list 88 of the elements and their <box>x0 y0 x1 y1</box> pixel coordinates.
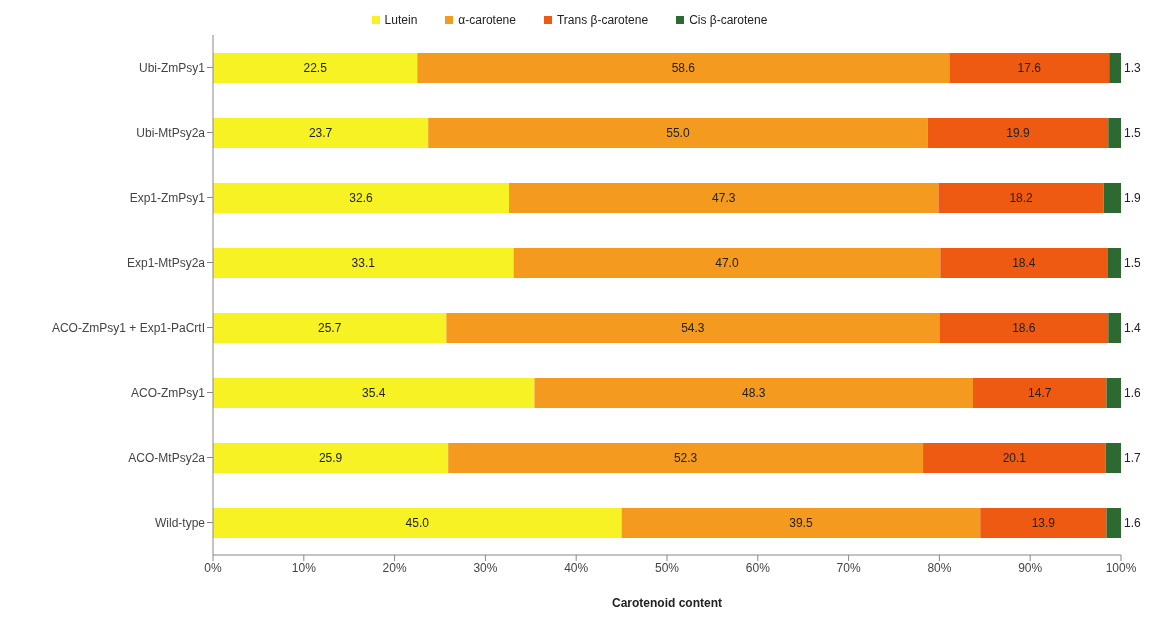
data-label: 22.5 <box>303 61 328 76</box>
bar <box>213 53 418 83</box>
data-label: 19.9 <box>1006 126 1030 141</box>
bar <box>973 378 1107 408</box>
data-label: 1.7 <box>1124 451 1142 466</box>
x-axis-title: Carotenoid content <box>612 596 722 610</box>
bar <box>446 313 940 343</box>
bar <box>1107 248 1121 278</box>
x-tick-label: 20% <box>382 560 407 575</box>
x-tick-label: 40% <box>564 560 589 575</box>
bar <box>938 183 1104 213</box>
data-label: 1.5 <box>1124 126 1142 141</box>
x-tick-label: 0% <box>204 560 222 575</box>
data-label: 13.9 <box>1031 516 1056 531</box>
data-label: 17.6 <box>1017 61 1042 76</box>
x-tick-label: 50% <box>654 560 680 575</box>
data-label: 1.5 <box>1124 256 1142 271</box>
data-label: 23.7 <box>308 126 333 141</box>
data-label: 14.7 <box>1028 386 1052 401</box>
bar <box>534 378 973 408</box>
data-label: 18.6 <box>1012 321 1036 336</box>
bar <box>213 248 514 278</box>
data-label: 47.3 <box>712 191 736 206</box>
bar <box>949 53 1110 83</box>
bar <box>980 508 1107 538</box>
bar <box>927 118 1109 148</box>
bar <box>417 53 950 83</box>
legend-label: Lutein <box>383 13 418 27</box>
y-tick-label: Ubi-ZmPsy1 <box>138 60 206 75</box>
data-label: 47.0 <box>715 256 739 271</box>
data-label: 32.6 <box>349 191 374 206</box>
bar <box>509 183 939 213</box>
data-label: 1.4 <box>1124 321 1142 336</box>
bar <box>448 443 924 473</box>
bar <box>940 248 1108 278</box>
data-label: 39.5 <box>789 516 813 531</box>
legend-label: Trans β-carotene <box>555 13 649 27</box>
bar <box>213 443 449 473</box>
data-label: 33.1 <box>351 256 376 271</box>
bar <box>1109 53 1121 83</box>
data-label: 54.3 <box>681 321 705 336</box>
x-tick-label: 60% <box>745 560 771 575</box>
data-label: 58.6 <box>671 61 696 76</box>
bar <box>213 508 622 538</box>
data-label: 55.0 <box>666 126 690 141</box>
data-label: 45.0 <box>405 516 430 531</box>
data-label: 18.2 <box>1009 191 1034 206</box>
legend-label: Cis β-carotene <box>688 13 768 27</box>
bar <box>1108 118 1121 148</box>
bar <box>213 378 535 408</box>
data-label: 52.3 <box>673 451 698 466</box>
y-tick-label: Exp1-MtPsy2a <box>126 255 206 270</box>
x-tick-label: 100% <box>1105 560 1137 575</box>
data-label: 1.3 <box>1124 61 1142 76</box>
bar <box>213 183 510 213</box>
data-label: 1.6 <box>1124 516 1142 531</box>
data-label: 35.4 <box>362 386 386 401</box>
x-tick-label: 10% <box>291 560 317 575</box>
y-tick-label: Exp1-ZmPsy1 <box>129 190 206 205</box>
y-tick-label: ACO-MtPsy2a <box>128 450 206 465</box>
data-label: 25.9 <box>318 451 343 466</box>
legend-label: α-carotene <box>457 13 516 27</box>
bar <box>1105 443 1121 473</box>
bar <box>213 313 447 343</box>
bar <box>1108 313 1121 343</box>
y-tick-label: ACO-ZmPsy1 + Exp1-PaCrtI <box>51 320 205 335</box>
x-tick-label: 80% <box>927 560 952 575</box>
y-tick-label: Wild-type <box>154 515 206 530</box>
data-label: 48.3 <box>742 386 766 401</box>
bar <box>1103 183 1121 213</box>
x-tick-label: 70% <box>836 560 861 575</box>
data-label: 1.9 <box>1124 191 1142 206</box>
bar <box>939 313 1109 343</box>
bar <box>513 248 941 278</box>
bar <box>1106 378 1121 408</box>
bar <box>923 443 1106 473</box>
data-label: 25.7 <box>318 321 342 336</box>
bar <box>1106 508 1121 538</box>
bar <box>213 118 429 148</box>
bar <box>621 508 981 538</box>
y-tick-label: ACO-ZmPsy1 <box>130 385 206 400</box>
y-tick-label: Ubi-MtPsy2a <box>136 125 206 140</box>
data-label: 20.1 <box>1002 451 1027 466</box>
x-tick-label: 30% <box>473 560 498 575</box>
x-tick-label: 90% <box>1018 560 1043 575</box>
bar <box>428 118 928 148</box>
data-label: 18.4 <box>1012 256 1036 271</box>
data-label: 1.6 <box>1124 386 1142 401</box>
